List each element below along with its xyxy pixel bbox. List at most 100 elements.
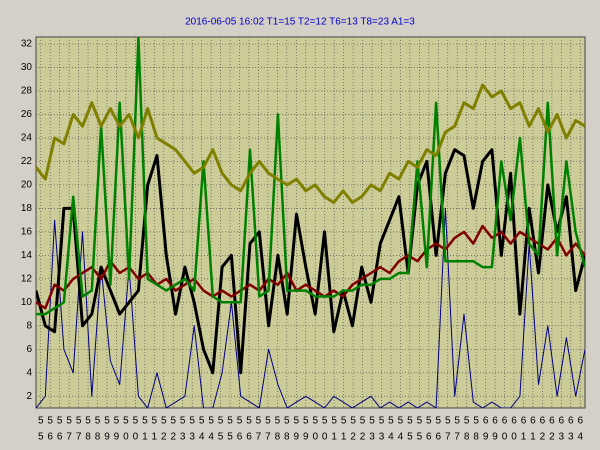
x-tick-label: 5: [360, 416, 366, 427]
x-tick-label: 7: [454, 432, 460, 443]
x-tick-label: 5: [161, 416, 167, 427]
x-tick-label: 6: [436, 432, 442, 443]
x-tick-label: 5: [294, 416, 300, 427]
series-line: [36, 37, 585, 316]
series-line: [36, 83, 585, 204]
x-tick-label: 2: [549, 432, 555, 443]
x-tick-label: 5: [407, 416, 413, 427]
x-tick-label: 6: [530, 416, 536, 427]
x-tick-label: 5: [417, 416, 423, 427]
x-tick-label: 6: [540, 416, 546, 427]
x-tick-label: 5: [38, 432, 44, 443]
x-tick-label: 2: [350, 432, 356, 443]
x-tick-label: 5: [350, 416, 356, 427]
y-tick-label: 16: [21, 227, 33, 238]
x-tick-label: 9: [104, 432, 110, 443]
x-tick-label: 6: [549, 416, 555, 427]
x-tick-label: 5: [464, 416, 470, 427]
y-tick-label: 28: [21, 86, 33, 97]
x-tick-label: 5: [180, 416, 186, 427]
x-tick-label: 1: [521, 432, 527, 443]
x-tick-label: 6: [577, 416, 583, 427]
x-tick-label: 0: [502, 432, 508, 443]
x-tick-label: 4: [388, 432, 394, 443]
y-tick-label: 30: [21, 62, 33, 73]
x-tick-label: 1: [331, 432, 337, 443]
series-line: [36, 207, 585, 408]
x-tick-label: 8: [464, 432, 470, 443]
x-tick-label: 5: [38, 416, 44, 427]
x-tick-label: 5: [388, 416, 394, 427]
x-tick-label: 3: [180, 432, 186, 443]
x-tick-label: 6: [483, 416, 489, 427]
y-tick-label: 8: [26, 320, 32, 331]
x-tick-label: 9: [483, 432, 489, 443]
x-tick-label: 5: [95, 416, 101, 427]
x-tick-label: 0: [312, 432, 318, 443]
x-tick-label: 3: [559, 432, 565, 443]
x-tick-label: 7: [76, 432, 82, 443]
x-tick-label: 3: [189, 432, 195, 443]
x-tick-label: 2: [360, 432, 366, 443]
x-tick-label: 5: [341, 416, 347, 427]
x-tick-label: 6: [57, 432, 63, 443]
y-tick-label: 2: [26, 391, 32, 402]
x-tick-label: 5: [284, 416, 290, 427]
x-tick-label: 5: [426, 416, 432, 427]
x-tick-label: 2: [170, 432, 176, 443]
x-tick-label: 5: [331, 416, 337, 427]
x-tick-label: 7: [256, 432, 262, 443]
x-tick-label: 0: [511, 432, 517, 443]
x-tick-label: 8: [284, 432, 290, 443]
x-tick-label: 5: [114, 416, 120, 427]
x-tick-label: 2: [161, 432, 167, 443]
y-tick-label: 22: [21, 156, 33, 167]
x-tick-label: 5: [47, 416, 53, 427]
y-tick-label: 6: [26, 344, 32, 355]
y-tick-label: 26: [21, 109, 33, 120]
x-tick-label: 5: [312, 416, 318, 427]
x-tick-label: 6: [511, 416, 517, 427]
x-tick-label: 5: [398, 416, 404, 427]
y-tick-label: 12: [21, 273, 33, 284]
x-tick-label: 6: [237, 432, 243, 443]
x-tick-label: 5: [227, 432, 233, 443]
x-tick-label: 0: [322, 432, 328, 443]
x-tick-label: 5: [189, 416, 195, 427]
x-tick-label: 5: [303, 416, 309, 427]
x-tick-label: 1: [142, 432, 148, 443]
x-tick-label: 5: [170, 416, 176, 427]
x-tick-label: 6: [47, 432, 53, 443]
y-tick-label: 4: [26, 367, 32, 378]
x-tick-label: 5: [123, 416, 129, 427]
x-tick-label: 6: [521, 416, 527, 427]
x-tick-label: 6: [502, 416, 508, 427]
x-tick-label: 8: [85, 432, 91, 443]
x-tick-label: 5: [454, 416, 460, 427]
x-tick-label: 7: [66, 432, 72, 443]
x-tick-label: 3: [369, 432, 375, 443]
x-tick-label: 1: [341, 432, 347, 443]
x-tick-label: 5: [436, 416, 442, 427]
chart-title: 2016-06-05 16:02 T1=15 T2=12 T6=13 T8=23…: [185, 17, 415, 28]
x-tick-label: 5: [152, 416, 158, 427]
x-tick-label: 5: [275, 416, 281, 427]
x-tick-label: 5: [265, 416, 271, 427]
x-tick-label: 5: [85, 416, 91, 427]
x-tick-label: 6: [559, 416, 565, 427]
x-tick-label: 5: [227, 416, 233, 427]
x-tick-label: 5: [66, 416, 72, 427]
x-tick-label: 0: [133, 432, 139, 443]
x-tick-label: 5: [76, 416, 82, 427]
x-tick-label: 4: [577, 432, 583, 443]
x-tick-label: 5: [104, 416, 110, 427]
x-tick-label: 1: [152, 432, 158, 443]
x-tick-label: 5: [369, 416, 375, 427]
x-tick-label: 5: [246, 416, 252, 427]
x-tick-label: 5: [256, 416, 262, 427]
x-tick-label: 4: [398, 432, 404, 443]
x-tick-label: 9: [492, 432, 498, 443]
x-tick-label: 5: [218, 416, 224, 427]
x-tick-label: 9: [303, 432, 309, 443]
